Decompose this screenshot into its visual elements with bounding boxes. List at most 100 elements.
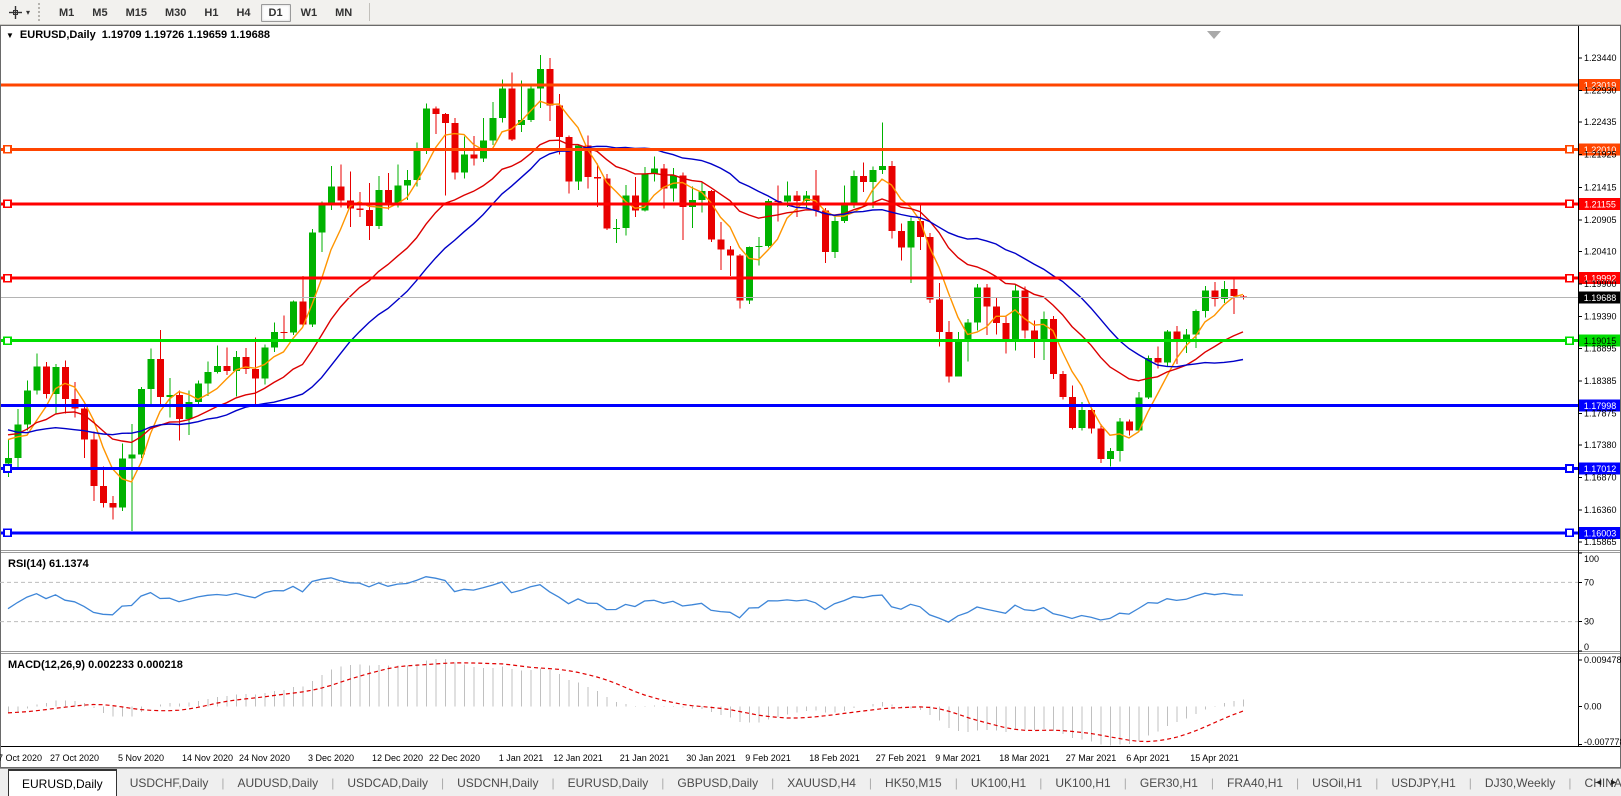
timeframe-button-h4[interactable]: H4 [236,7,251,19]
hline-1.19992[interactable]: 1.19992 [0,272,1621,285]
chart-tab-audusd-daily[interactable]: AUDUSD,Daily [237,775,319,790]
chart-tab-dj30-weekly[interactable]: DJ30,Weekly [1484,775,1556,790]
chart-canvas[interactable]: 1.23019 1.22010 1.21155 1.19992 1.19015 1.179… [0,25,1621,768]
chart-tab-gbpusd-daily[interactable]: GBPUSD,Daily [677,775,759,790]
hline-handle[interactable] [3,273,12,283]
chart-tab-usdjpy-h1[interactable]: USDJPY,H1 [1391,775,1456,790]
chart-tab-eurusd-daily[interactable]: EURUSD,Daily [8,769,117,796]
macd-values: 0.002233 0.000218 [88,659,183,671]
chart-tab-eurusd-daily[interactable]: EURUSD,Daily [567,775,649,790]
chart-tab-uk100-h1[interactable]: UK100,H1 [970,775,1027,790]
hline-handle[interactable] [3,464,12,473]
hline-handle[interactable] [3,528,12,538]
tab-separator: | [331,775,335,790]
chart-tab-usdcnh-daily[interactable]: USDCNH,Daily [457,775,539,790]
time-axis-label: 24 Nov 2020 [239,753,290,763]
tab-separator: | [551,775,555,790]
rsi-line [7,576,1244,623]
chart-symbol-dropdown-icon[interactable]: ▼ [6,30,14,40]
toolbar-grip[interactable] [38,3,44,21]
timeframe-button-m30[interactable]: M30 [164,7,187,19]
timeframe-button-m15[interactable]: M15 [125,7,147,19]
time-axis-label: 5 Nov 2020 [118,753,164,763]
hline-handle[interactable] [3,199,12,209]
macd-signal-line [7,662,1244,743]
price-axis-label: 1.21925 [1584,150,1617,160]
timeframe-button-m5[interactable]: M5 [92,7,108,19]
chart-tabs-bar: EURUSD,Daily USDCHF,Daily | AUDUSD,Daily | US… [0,768,1621,796]
tool-dropdown-arrow[interactable]: ▾ [26,7,31,17]
hline-1.17998[interactable]: 1.17998 [0,399,1621,412]
hline-handle[interactable] [3,145,12,154]
rsi-pane-label: RSI(14) 61.1374 [8,558,89,570]
time-axis-label: 12 Dec 2020 [372,753,423,763]
timeframe-button-w1[interactable]: W1 [300,7,318,19]
time-axis-label: 21 Jan 2021 [620,753,670,763]
time-axis-label: 18 Mar 2021 [999,753,1050,763]
hline-handle[interactable] [1565,336,1574,345]
timeframe-button-mn[interactable]: MN [335,7,353,19]
tab-separator: | [441,775,445,790]
hline-1.23019[interactable]: 1.23019 [0,78,1621,91]
tab-scroll-left-icon[interactable]: ◄ [1594,777,1604,787]
timeframe-button-h1[interactable]: H1 [204,7,219,19]
hline-price-badge: 1.17998 [1584,401,1617,411]
price-axis-label: 1.19390 [1584,312,1617,322]
chart-tab-usoil-h1[interactable]: USOil,H1 [1312,775,1363,790]
price-axis-label: 1.17875 [1584,408,1617,418]
hline-handle[interactable] [1565,145,1574,154]
timeframe-button-m1[interactable]: M1 [59,7,75,19]
pane-borders [0,25,1621,768]
tab-scroll-right-icon[interactable]: ► [1609,777,1618,787]
macd-histogram [8,658,1244,746]
hline-price-badge: 1.21155 [1584,199,1616,209]
chart-tab-fra40-h1[interactable]: FRA40,H1 [1227,775,1284,790]
time-axis-label: 30 Jan 2021 [686,753,736,763]
rsi-scale-label: 30 [1584,617,1594,627]
chart-tab-usdchf-daily[interactable]: USDCHF,Daily [129,775,209,790]
rsi-scale-label: 100 [1584,554,1599,564]
hline-handle[interactable] [1565,528,1574,538]
chart-tab-usdcad-daily[interactable]: USDCAD,Daily [347,775,428,790]
price-axis: 1.23440 1.22930 1.22435 1.21925 1.21415 1.209… [1578,53,1617,547]
hline-1.17012[interactable]: 1.17012 [0,462,1621,475]
macd-label: MACD(12,26,9) [8,659,86,671]
timeframe-buttons: M1 M5 M15 M30 H1 H4 D1 W1 MN [50,3,361,22]
ma-medium-line [7,139,1244,444]
time-axis-label: 9 Feb 2021 [745,753,791,763]
hline-1.21155[interactable]: 1.21155 [0,197,1621,210]
crosshair-cursor-icon[interactable] [6,3,24,21]
price-axis-label: 1.20410 [1584,247,1617,257]
chart-tab-xauusd-h4[interactable]: XAUUSD,H4 [787,775,856,790]
time-axis-label: 12 Jan 2021 [553,753,603,763]
chart-tab-hk50-m15[interactable]: HK50,M15 [885,775,942,790]
hline-1.22010[interactable]: 1.22010 [0,143,1621,156]
hline-handle[interactable] [1565,199,1574,209]
hline-price-badge: 1.16003 [1584,528,1617,538]
chart-shift-marker-icon[interactable] [1207,31,1221,39]
chart-tab-ger30-h1[interactable]: GER30,H1 [1139,775,1198,790]
hline-1.16003[interactable]: 1.16003 [0,526,1621,539]
tab-scroll-buttons: ◄ ► [1594,768,1618,796]
toolbar-separator [369,3,371,21]
rsi-value: 61.1374 [48,558,89,570]
hline-handle[interactable] [1565,464,1574,473]
timeframe-button-d1[interactable]: D1 [260,4,291,22]
hline-handle[interactable] [1565,273,1574,283]
hline-handle[interactable] [3,336,12,345]
macd-pane-label: MACD(12,26,9) 0.002233 0.000218 [8,659,183,671]
chart-title-symbol: EURUSD,Daily [19,29,96,41]
hline-price-badge: 1.22010 [1584,145,1617,155]
rsi-label: RSI(14) [8,558,46,570]
horizontal-lines-layer: 1.23019 1.22010 1.21155 1.19992 1.19015 1.179… [0,78,1621,539]
time-axis-label: 14 Nov 2020 [182,753,233,763]
time-axis-label: 27 Mar 2021 [1066,753,1117,763]
chart-tab-china300-h1[interactable]: CHINA300,H1 [1584,775,1621,790]
time-axis-label: 1 Jan 2021 [499,753,544,763]
hline-1.19015[interactable]: 1.19015 [0,334,1621,347]
time-axis-label: 15 Apr 2021 [1190,753,1239,763]
tab-separator: | [954,775,958,790]
chart-tab-uk100-h1[interactable]: UK100,H1 [1055,775,1111,790]
chart-title: ▼ EURUSD,Daily 1.19709 1.19726 1.19659 1… [6,29,270,41]
